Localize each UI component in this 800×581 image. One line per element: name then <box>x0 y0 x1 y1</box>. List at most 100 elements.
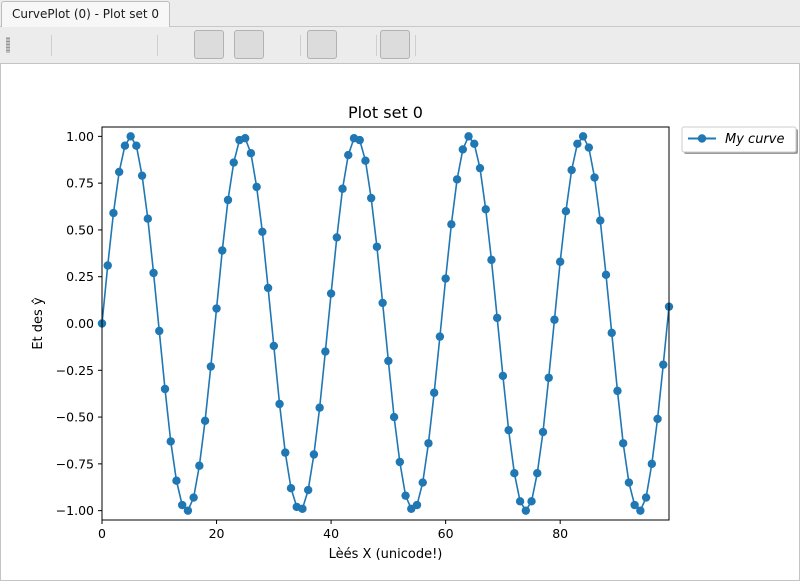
data-point[interactable] <box>429 388 439 397</box>
data-point[interactable] <box>218 246 227 255</box>
data-point[interactable] <box>166 437 175 446</box>
data-point[interactable] <box>372 242 382 251</box>
data-point[interactable] <box>641 493 651 502</box>
data-point[interactable] <box>263 283 273 293</box>
data-point[interactable] <box>223 195 233 205</box>
data-point[interactable] <box>137 171 147 180</box>
data-point[interactable] <box>470 139 479 149</box>
data-point[interactable] <box>521 506 531 515</box>
data-point[interactable] <box>183 506 193 515</box>
data-point[interactable] <box>475 163 485 173</box>
data-point[interactable] <box>149 268 158 278</box>
data-point[interactable] <box>229 158 238 167</box>
data-point[interactable] <box>114 167 124 177</box>
data-point[interactable] <box>338 184 347 193</box>
toolbar-grip-handle[interactable] <box>6 37 10 53</box>
tab-curveplot[interactable]: CurvePlot (0) - Plot set 0 <box>1 1 170 27</box>
data-point[interactable] <box>246 149 256 158</box>
data-point[interactable] <box>155 326 164 336</box>
data-point[interactable] <box>441 274 450 283</box>
data-point[interactable] <box>281 448 290 457</box>
data-point[interactable] <box>366 193 376 203</box>
data-point[interactable] <box>659 360 668 369</box>
data-point[interactable] <box>607 328 616 338</box>
data-point[interactable] <box>321 347 330 356</box>
data-point[interactable] <box>309 450 319 459</box>
data-point[interactable] <box>624 478 634 487</box>
data-point[interactable] <box>298 504 307 513</box>
data-point[interactable] <box>555 257 565 266</box>
data-point[interactable] <box>126 132 135 141</box>
data-point[interactable] <box>567 165 576 175</box>
data-point[interactable] <box>412 500 422 510</box>
data-point[interactable] <box>258 227 267 236</box>
data-point[interactable] <box>172 476 181 485</box>
data-point[interactable] <box>303 485 313 495</box>
data-point[interactable] <box>315 403 324 412</box>
data-point[interactable] <box>561 207 571 216</box>
data-point[interactable] <box>160 384 170 394</box>
data-point[interactable] <box>630 500 639 510</box>
data-point[interactable] <box>206 362 216 371</box>
data-point[interactable] <box>550 315 559 324</box>
data-point[interactable] <box>195 461 204 470</box>
toolbar-button-1[interactable] <box>194 30 224 59</box>
line-chart[interactable]: 0 20 40 60 80 −1.00 −0.75 −0.50 −0.25 0.00 0.25 0.5… <box>1 64 799 580</box>
data-point[interactable] <box>401 491 410 500</box>
data-point[interactable] <box>103 261 112 270</box>
data-point[interactable] <box>200 416 210 426</box>
data-point[interactable] <box>538 427 548 437</box>
data-point[interactable] <box>212 304 221 313</box>
data-point[interactable] <box>120 141 130 150</box>
data-point[interactable] <box>177 500 187 510</box>
data-point[interactable] <box>601 270 611 280</box>
data-point[interactable] <box>332 233 342 242</box>
data-point[interactable] <box>578 132 588 141</box>
data-point[interactable] <box>618 439 628 448</box>
data-point[interactable] <box>286 483 296 493</box>
data-point[interactable] <box>527 497 536 506</box>
data-point[interactable] <box>252 182 261 192</box>
data-point[interactable] <box>492 313 502 323</box>
toolbar-button-4[interactable] <box>380 30 410 59</box>
data-point[interactable] <box>504 425 513 435</box>
data-point[interactable] <box>326 289 336 298</box>
data-point[interactable] <box>515 497 525 506</box>
data-point[interactable] <box>109 208 118 218</box>
data-point[interactable] <box>573 139 582 149</box>
data-point[interactable] <box>355 135 364 145</box>
data-point[interactable] <box>452 175 462 184</box>
data-point[interactable] <box>378 298 387 308</box>
data-point[interactable] <box>143 214 153 223</box>
data-point[interactable] <box>458 145 468 154</box>
data-point[interactable] <box>653 414 662 424</box>
data-point[interactable] <box>647 459 657 469</box>
toolbar-button-2[interactable] <box>234 30 264 59</box>
data-point[interactable] <box>584 143 594 152</box>
data-point[interactable] <box>487 255 496 265</box>
data-point[interactable] <box>189 493 198 502</box>
toolbar-button-3[interactable] <box>307 30 337 59</box>
data-point[interactable] <box>424 439 433 448</box>
data-point[interactable] <box>344 150 353 160</box>
data-point[interactable] <box>447 220 456 229</box>
data-point[interactable] <box>361 156 370 165</box>
data-point[interactable] <box>596 216 605 225</box>
data-point[interactable] <box>533 469 542 478</box>
data-point[interactable] <box>418 478 427 487</box>
data-point[interactable] <box>544 373 553 382</box>
data-point[interactable] <box>132 141 141 150</box>
data-point[interactable] <box>275 399 284 409</box>
data-point[interactable] <box>435 332 445 341</box>
data-point[interactable] <box>464 132 473 141</box>
data-point[interactable] <box>613 386 622 396</box>
data-point[interactable] <box>590 173 599 182</box>
data-point[interactable] <box>481 205 490 214</box>
legend[interactable]: My curve <box>681 126 798 154</box>
data-point[interactable] <box>389 412 399 422</box>
data-point[interactable] <box>240 134 250 143</box>
data-point[interactable] <box>498 371 508 381</box>
data-point[interactable] <box>395 457 405 467</box>
data-point[interactable] <box>510 469 519 478</box>
data-point[interactable] <box>269 341 279 351</box>
